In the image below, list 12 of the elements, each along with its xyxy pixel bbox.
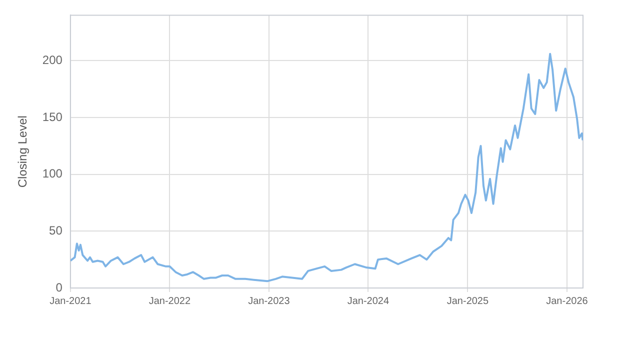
x-tick-label: Jan-2024 bbox=[347, 296, 390, 307]
x-tick-label: Jan-2025 bbox=[446, 296, 489, 307]
y-tick-label: 150 bbox=[42, 110, 63, 124]
x-tick-label: Jan-2021 bbox=[50, 296, 92, 307]
y-tick-label: 100 bbox=[42, 166, 63, 181]
x-tick-label: Jan-2022 bbox=[148, 296, 191, 307]
y-tick-label: 200 bbox=[42, 52, 63, 67]
x-tick-label: Jan-2026 bbox=[546, 296, 588, 307]
y-axis-title: Closing Level bbox=[16, 116, 30, 188]
y-tick-label: 50 bbox=[49, 223, 63, 238]
x-tick-label: Jan-2023 bbox=[248, 296, 290, 307]
y-tick-label: 0 bbox=[56, 280, 63, 294]
